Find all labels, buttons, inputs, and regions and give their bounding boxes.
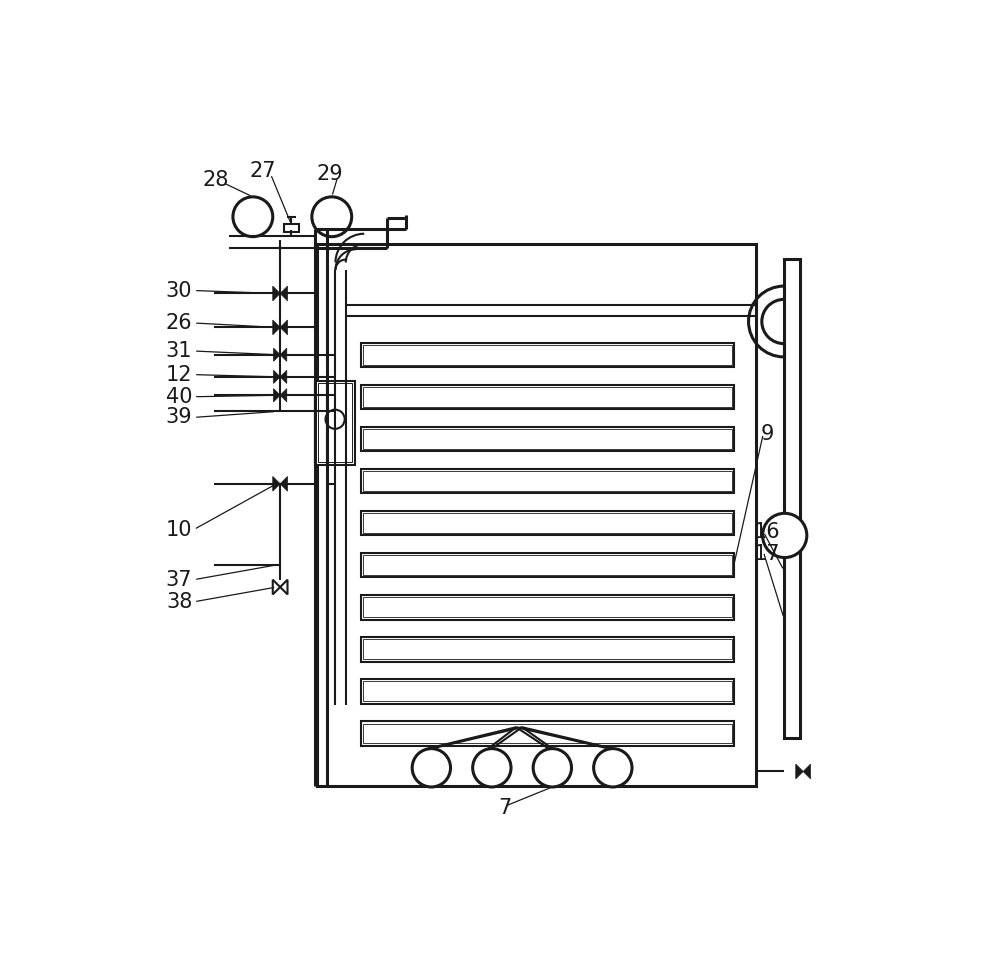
Polygon shape (273, 286, 280, 301)
Bar (361, 553, 734, 578)
Polygon shape (273, 320, 280, 334)
Bar (361, 427, 734, 451)
Polygon shape (280, 580, 288, 594)
Text: 28: 28 (203, 170, 229, 190)
Circle shape (594, 748, 632, 787)
Polygon shape (280, 476, 288, 491)
Text: 37: 37 (166, 570, 192, 590)
Circle shape (533, 748, 572, 787)
Text: 12: 12 (166, 365, 192, 384)
Polygon shape (273, 348, 280, 361)
Polygon shape (273, 370, 280, 383)
Circle shape (326, 410, 345, 429)
Circle shape (763, 513, 807, 558)
Bar (784, 259, 800, 739)
Polygon shape (273, 389, 280, 402)
Text: 10: 10 (166, 519, 192, 539)
Bar (363, 681, 732, 701)
Text: 26: 26 (166, 313, 192, 333)
Circle shape (233, 196, 273, 237)
Bar (317, 244, 756, 787)
Polygon shape (280, 286, 288, 301)
Bar (363, 387, 732, 407)
Bar (361, 679, 734, 703)
Bar (361, 595, 734, 620)
Polygon shape (273, 580, 280, 594)
Bar (363, 639, 732, 659)
Text: 30: 30 (166, 281, 192, 301)
Bar (363, 345, 732, 365)
Bar (363, 471, 732, 491)
Text: 17: 17 (754, 544, 780, 564)
Polygon shape (796, 764, 803, 779)
Polygon shape (803, 764, 811, 779)
Text: 29: 29 (317, 164, 344, 184)
Polygon shape (280, 320, 288, 334)
Text: 9: 9 (760, 423, 774, 444)
Bar (318, 383, 352, 463)
Bar (363, 598, 732, 617)
Circle shape (312, 196, 352, 237)
Text: 7: 7 (498, 798, 512, 818)
Text: 39: 39 (166, 407, 192, 427)
Polygon shape (273, 476, 280, 491)
Bar (361, 511, 734, 536)
Bar (363, 556, 732, 575)
Bar (361, 385, 734, 409)
Polygon shape (280, 370, 287, 383)
Bar (315, 380, 355, 466)
Bar (363, 723, 732, 743)
Text: 38: 38 (166, 592, 192, 612)
Polygon shape (280, 348, 287, 361)
Circle shape (412, 748, 451, 787)
Text: 27: 27 (250, 161, 276, 181)
Text: 31: 31 (166, 341, 192, 361)
Bar (361, 469, 734, 493)
Text: 16: 16 (754, 522, 780, 541)
Circle shape (473, 748, 511, 787)
Bar (361, 637, 734, 662)
Bar (361, 343, 734, 367)
Polygon shape (280, 389, 287, 402)
Bar (361, 721, 734, 745)
Bar (363, 429, 732, 449)
Text: 40: 40 (166, 387, 192, 407)
Bar (363, 513, 732, 534)
Bar (284, 224, 299, 232)
